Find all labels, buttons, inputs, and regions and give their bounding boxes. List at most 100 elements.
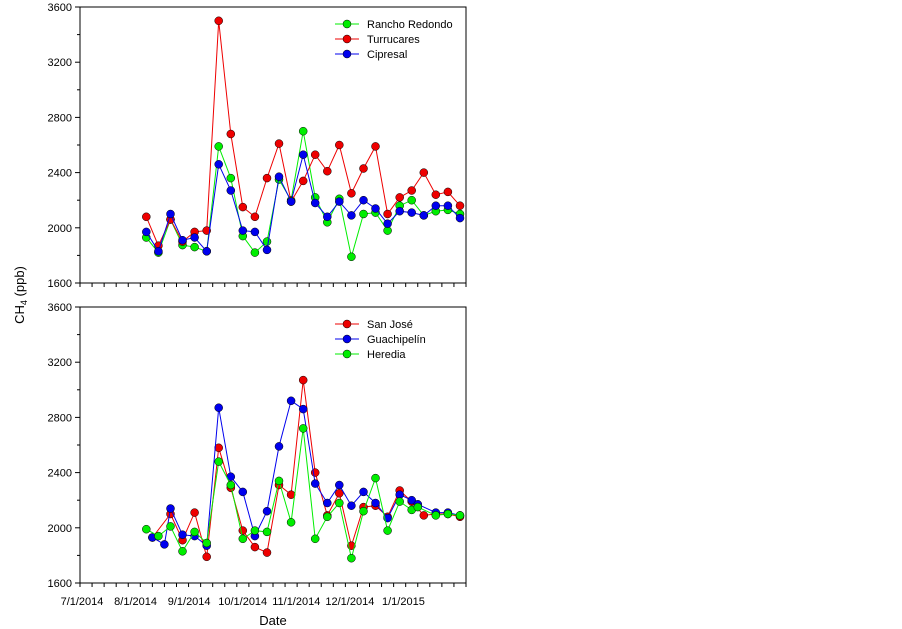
data-point xyxy=(407,495,416,505)
data-point xyxy=(383,526,392,535)
data-point xyxy=(226,480,236,490)
data-point xyxy=(335,140,344,150)
data-point xyxy=(250,526,260,535)
y-axis-title: CH4 (ppb) xyxy=(12,266,29,324)
x-tick-label: 10/1/2014 xyxy=(218,596,267,608)
data-point xyxy=(226,173,236,183)
data-point xyxy=(310,479,320,488)
data-point xyxy=(298,375,308,385)
data-point xyxy=(166,209,175,219)
y-tick-label: 3200 xyxy=(48,357,72,369)
legend-marker xyxy=(342,349,352,359)
legend-marker xyxy=(342,49,352,59)
data-point xyxy=(238,534,248,544)
data-point xyxy=(250,542,260,552)
data-point xyxy=(298,126,308,136)
data-point xyxy=(262,527,272,537)
legend-label: Rancho Redondo xyxy=(367,19,453,31)
data-point xyxy=(214,16,223,26)
data-point xyxy=(262,245,272,255)
data-point xyxy=(226,129,236,139)
y-tick-label: 1600 xyxy=(48,278,72,290)
data-point xyxy=(310,468,320,477)
data-point xyxy=(371,473,380,483)
data-point xyxy=(160,540,169,549)
top-panel-ticks xyxy=(75,6,467,287)
data-point xyxy=(190,242,199,252)
data-point xyxy=(323,166,332,176)
x-axis-title: Date xyxy=(259,613,286,628)
data-point xyxy=(226,186,236,195)
data-point xyxy=(347,211,356,220)
data-point xyxy=(154,531,163,541)
data-point xyxy=(455,213,465,223)
data-point xyxy=(347,501,356,510)
data-point xyxy=(455,511,465,520)
x-tick-label: 12/1/2014 xyxy=(325,596,374,608)
data-point xyxy=(431,511,441,520)
data-point xyxy=(286,396,296,406)
data-point xyxy=(407,208,416,217)
top-panel-legend: Rancho Redondo Turrucares Cipresal xyxy=(335,19,453,61)
data-point xyxy=(190,527,199,537)
legend-label: Guachipelín xyxy=(367,334,426,346)
x-tick-label: 9/1/2014 xyxy=(168,596,211,608)
data-point xyxy=(359,164,368,173)
bottom-panel-y-tick-labels: 1600 2000 2400 2800 3200 3600 xyxy=(48,302,72,590)
data-point xyxy=(310,150,320,159)
data-point xyxy=(178,530,187,539)
bottom-panel-frame xyxy=(79,306,467,584)
data-point xyxy=(419,511,429,520)
data-point xyxy=(202,226,211,235)
x-tick-label: 7/1/2014 xyxy=(61,596,104,608)
data-point xyxy=(407,195,416,205)
legend-label: Cipresal xyxy=(367,49,407,61)
data-point xyxy=(419,168,429,177)
bottom-panel-legend: San José Guachipelín Heredia xyxy=(335,319,426,361)
top-panel-frame xyxy=(79,6,467,284)
data-point xyxy=(395,193,404,202)
data-point xyxy=(262,237,272,246)
data-point xyxy=(431,190,441,199)
data-point xyxy=(178,235,187,245)
data-point xyxy=(298,150,308,159)
data-point xyxy=(310,198,320,208)
legend-label: Heredia xyxy=(367,349,406,361)
data-point xyxy=(214,403,223,412)
series-line xyxy=(152,399,461,547)
data-point xyxy=(359,506,368,516)
y-tick-label: 3600 xyxy=(48,2,72,14)
data-point xyxy=(262,173,272,183)
data-point xyxy=(238,487,248,497)
data-point xyxy=(383,209,392,219)
y-tick-label: 3600 xyxy=(48,302,72,314)
data-point xyxy=(214,142,223,151)
data-point xyxy=(238,226,248,235)
top-panel-y-tick-labels: 1600 2000 2400 2800 3200 3600 xyxy=(48,2,72,290)
data-point xyxy=(286,518,296,527)
data-point xyxy=(262,548,272,557)
bottom-panel-ticks xyxy=(75,306,467,587)
data-point xyxy=(455,201,465,210)
y-tick-label: 2400 xyxy=(48,168,72,180)
data-point xyxy=(250,248,260,257)
data-point xyxy=(371,498,380,508)
data-point xyxy=(419,211,429,220)
data-point xyxy=(274,476,284,486)
data-point xyxy=(407,186,416,195)
data-point xyxy=(395,497,404,506)
legend-marker xyxy=(342,34,352,44)
x-tick-label: 1/1/2015 xyxy=(382,596,425,608)
data-point xyxy=(250,212,260,222)
data-point xyxy=(443,187,453,197)
data-point xyxy=(298,176,308,186)
y-tick-label: 1600 xyxy=(48,578,72,590)
data-point xyxy=(298,404,308,414)
y-tick-label: 2000 xyxy=(48,523,72,535)
data-point xyxy=(359,209,368,219)
data-point xyxy=(443,201,453,210)
legend-marker xyxy=(342,319,352,329)
data-point xyxy=(371,142,380,151)
data-point xyxy=(142,524,151,534)
